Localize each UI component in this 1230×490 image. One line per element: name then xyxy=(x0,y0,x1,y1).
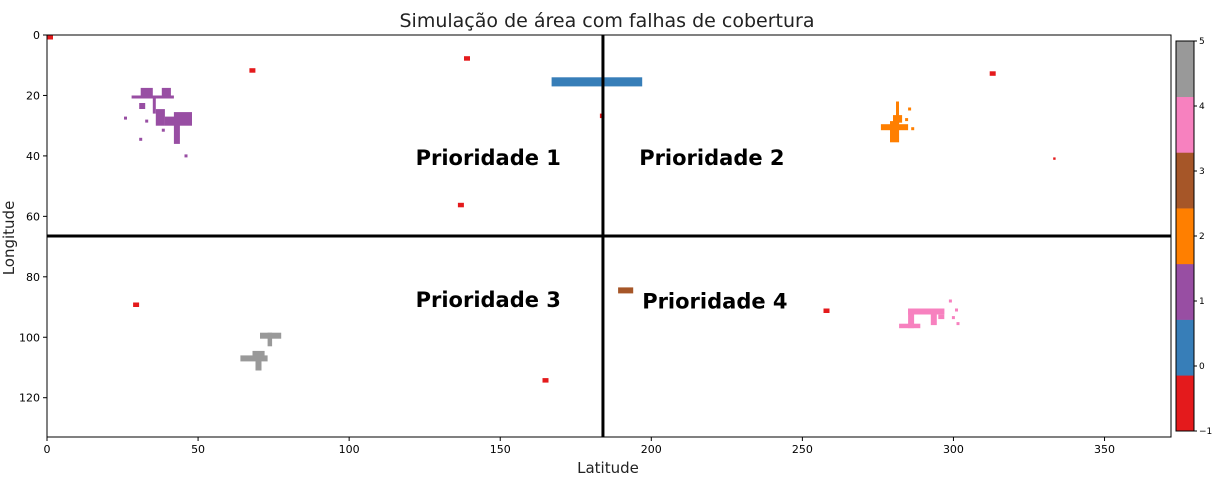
x-tick-label: 200 xyxy=(641,443,662,456)
heatmap-cell xyxy=(145,119,149,123)
heatmap-cell xyxy=(124,116,127,120)
heatmap-cell xyxy=(139,137,143,141)
colorbar-tick-label: 3 xyxy=(1199,167,1205,177)
x-tick-label: 50 xyxy=(191,443,205,456)
chart-title: Simulação de área com falhas de cobertur… xyxy=(400,10,815,32)
heatmap-cell xyxy=(140,87,153,99)
quadrant-dividers xyxy=(47,35,1171,437)
heatmap-cell xyxy=(139,103,146,109)
colorbar-segment xyxy=(1176,152,1194,209)
colorbar-segment xyxy=(1176,375,1194,432)
y-tick-label: 120 xyxy=(19,392,40,405)
y-tick-label: 0 xyxy=(33,29,40,42)
colorbar-tick-label: 0 xyxy=(1199,362,1205,372)
colorbar-tick-label: 5 xyxy=(1199,37,1205,47)
heatmap-cell xyxy=(930,308,937,326)
heatmap-cell xyxy=(161,87,171,99)
heatmap-cell xyxy=(161,128,165,132)
heatmap-cell xyxy=(948,299,952,303)
quadrant-labels: Prioridade 1 Prioridade 2 Prioridade 3 Prio… xyxy=(416,146,788,314)
colorbar-tick-label: 4 xyxy=(1199,102,1205,112)
heatmap-cell xyxy=(173,122,180,144)
heatmap-cell xyxy=(47,35,53,40)
heatmap-cell xyxy=(989,71,996,76)
heatmap-cell xyxy=(905,118,909,122)
quadrant-label: Prioridade 4 xyxy=(642,290,787,314)
heatmap-cell xyxy=(542,378,549,383)
heatmap-cell xyxy=(457,202,464,208)
quadrant-label: Prioridade 3 xyxy=(416,288,561,312)
colorbar-segment xyxy=(1176,96,1194,153)
y-tick-label: 60 xyxy=(26,210,40,223)
heatmap-cell xyxy=(173,112,192,119)
colorbar-tick-label: −1 xyxy=(1199,427,1212,437)
plot-frame xyxy=(46,34,1172,438)
y-axis: 0 20 40 60 80 100 120 xyxy=(19,29,47,405)
x-tick-label: 100 xyxy=(339,443,360,456)
heatmap-cell xyxy=(249,68,256,73)
heatmap-cell xyxy=(1053,157,1056,160)
y-tick-label: 100 xyxy=(19,331,40,344)
colorbar-segment xyxy=(1176,41,1194,98)
heatmap-cell xyxy=(951,316,955,320)
heatmap-cell xyxy=(955,308,958,312)
heatmap-cell xyxy=(255,358,262,371)
heatmap-cell xyxy=(896,101,899,117)
heatmap-cell xyxy=(152,98,156,114)
heatmap-cell xyxy=(908,107,912,111)
heatmap-cell xyxy=(908,308,915,329)
heatmap-cell xyxy=(164,116,192,126)
heatmap-cell xyxy=(133,302,140,307)
x-axis-title: Latitude xyxy=(577,459,639,477)
colorbar-tick-label: 1 xyxy=(1199,297,1205,307)
y-tick-label: 40 xyxy=(26,150,40,163)
heatmap-cell xyxy=(252,350,265,360)
colorbar-segment xyxy=(1176,319,1194,376)
heatmap-cell xyxy=(184,154,188,158)
heatmap-cell xyxy=(908,308,945,315)
colorbar-segment xyxy=(1176,263,1194,320)
heatmap-cell xyxy=(938,314,945,320)
x-axis: 0 50 100 150 200 250 300 350 xyxy=(44,437,1115,456)
colorbar-tick-label: 2 xyxy=(1199,232,1205,242)
heatmap-cell xyxy=(155,109,165,126)
heatmap-cell xyxy=(911,127,915,131)
colorbar-segment xyxy=(1176,208,1194,265)
quadrant-label: Prioridade 1 xyxy=(416,146,561,170)
heatmap-cell xyxy=(893,115,903,123)
quadrant-label: Prioridade 2 xyxy=(639,146,784,170)
heatmap-cell xyxy=(890,121,900,143)
x-tick-label: 300 xyxy=(943,443,964,456)
x-tick-label: 0 xyxy=(44,443,51,456)
colorbar: −1 0 1 2 3 4 5 xyxy=(1175,37,1212,437)
x-tick-label: 250 xyxy=(792,443,813,456)
y-tick-label: 80 xyxy=(26,271,40,284)
x-tick-label: 150 xyxy=(490,443,511,456)
heatmap-cell xyxy=(551,77,643,87)
heatmap-cell xyxy=(267,332,273,347)
x-tick-label: 350 xyxy=(1094,443,1115,456)
y-tick-label: 20 xyxy=(26,89,40,102)
heatmap-cell xyxy=(823,308,830,313)
heatmap-cell xyxy=(464,56,470,61)
heatmap-cell xyxy=(956,322,960,326)
y-axis-title: Longitude xyxy=(0,201,18,276)
heatmap-cell xyxy=(618,287,634,294)
heatmap-cells xyxy=(47,35,1056,383)
